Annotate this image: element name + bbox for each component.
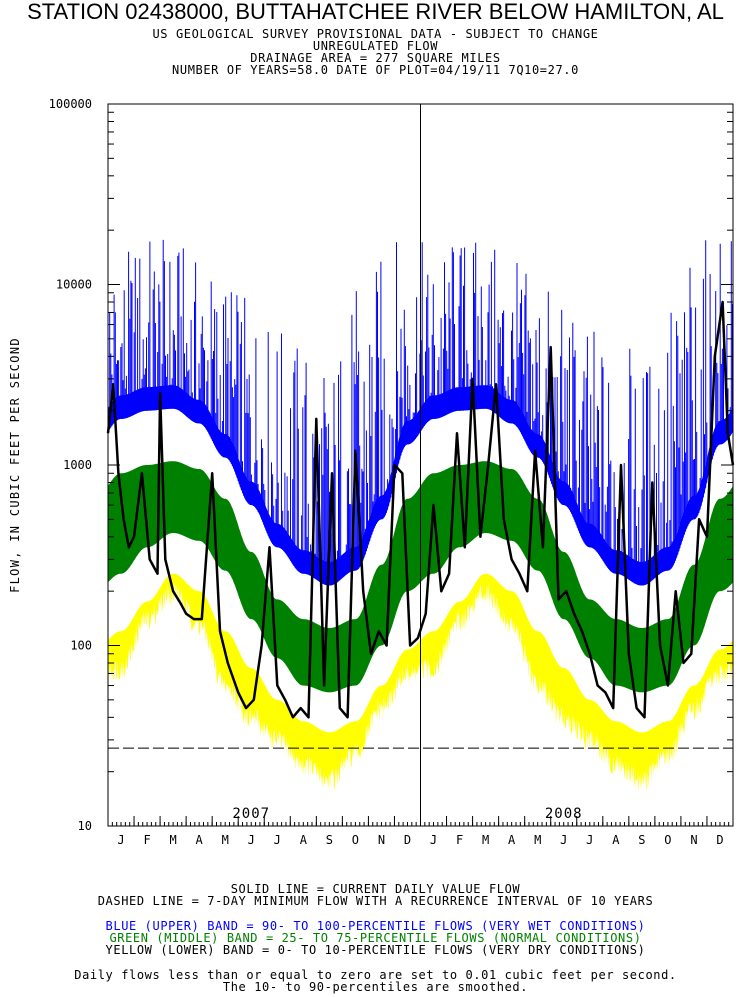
month-label: F [456,833,463,847]
legend-green: GREEN (MIDDLE) BAND = 25- TO 75-PERCENTI… [109,931,642,945]
note-smoothed: The 10- to 90-percentiles are smoothed. [222,980,529,994]
y-tick-label: 100000 [49,97,92,111]
month-label: J [248,833,255,847]
y-tick-label: 10000 [56,278,92,292]
note-zero-flows: Daily flows less than or equal to zero a… [74,968,677,982]
month-label: A [612,833,620,847]
month-label: A [508,833,516,847]
month-label: A [196,833,204,847]
month-label: F [143,833,150,847]
month-label: S [326,833,333,847]
legend-yellow: YELLOW (LOWER) BAND = 0- TO 10-PERCENTIL… [105,943,646,957]
year-label: 2008 [545,806,583,822]
y-tick-label: 10 [78,819,92,833]
month-label: J [560,833,567,847]
month-label: J [430,833,437,847]
page-title: STATION 02438000, BUTTAHATCHEE RIVER BEL… [27,0,724,24]
legend-dashed: DASHED LINE = 7-DAY MINIMUM FLOW WITH A … [97,894,654,908]
month-label: J [274,833,281,847]
month-label: S [638,833,645,847]
month-label: J [586,833,593,847]
year-label: 2007 [232,806,270,822]
month-label: D [716,833,723,847]
month-label: M [482,833,489,847]
subtitle-line-4: NUMBER OF YEARS=58.0 DATE OF PLOT=04/19/… [172,63,579,77]
yellow-band [108,573,733,792]
month-label: J [117,833,124,847]
subtitle-line-1: US GEOLOGICAL SURVEY PROVISIONAL DATA - … [152,27,599,41]
y-axis-label: FLOW, IN CUBIC FEET PER SECOND [8,337,22,593]
blue-band-spikes [108,239,733,586]
legend-solid: SOLID LINE = CURRENT DAILY VALUE FLOW [230,882,521,896]
month-label: M [169,833,176,847]
chart-axes [107,103,734,827]
y-tick-label: 100 [70,639,92,653]
month-label: O [664,833,671,847]
chart-labels: 100000 10000 1000 100 10 J F M A M J J A S O N D J F M A M J J A… [49,97,724,847]
month-label: M [222,833,229,847]
subtitle-line-3: DRAINAGE AREA = 277 SQUARE MILES [250,51,501,65]
month-label: O [352,833,359,847]
legend-blue: BLUE (UPPER) BAND = 90- TO 100-PERCENTIL… [105,919,646,933]
current-flow-series [106,300,735,719]
subtitle-line-2: UNREGULATED FLOW [312,39,439,53]
month-label: A [300,833,308,847]
month-label: N [690,833,697,847]
y-tick-label: 1000 [63,458,92,472]
current-flow-line [106,300,735,719]
month-label: D [404,833,411,847]
month-label: N [378,833,385,847]
month-label: M [534,833,541,847]
